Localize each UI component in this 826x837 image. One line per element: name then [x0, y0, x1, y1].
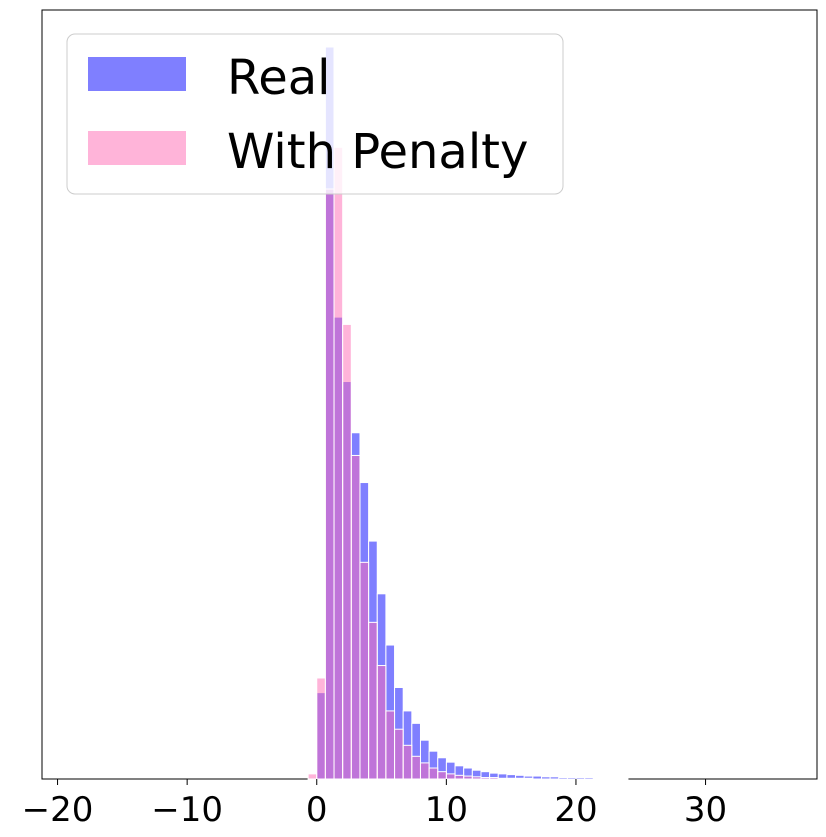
bar-with-penalty-0 — [307, 773, 318, 780]
bar-with-penalty-20 — [480, 777, 491, 780]
legend-label-real: Real — [227, 50, 330, 106]
bar-with-penalty-21 — [489, 777, 499, 780]
bar-with-penalty-22 — [497, 777, 508, 780]
bar-real-32 — [584, 777, 594, 780]
x-tick-label: 30 — [684, 790, 727, 830]
bar-with-penalty-5 — [350, 454, 361, 780]
bar-real-31 — [575, 777, 586, 780]
bar-with-penalty-3 — [333, 146, 344, 780]
bar-with-penalty-6 — [359, 561, 370, 780]
bar-with-penalty-15 — [437, 771, 447, 780]
bar-with-penalty-11 — [402, 744, 413, 780]
bar-with-penalty-12 — [411, 755, 421, 780]
legend-label-with-penalty: With Penalty — [227, 124, 528, 180]
bar-with-penalty-2 — [324, 188, 335, 780]
bar-real-28 — [549, 776, 560, 780]
x-tick-label: 0 — [306, 790, 328, 830]
bar-with-penalty-24 — [515, 777, 525, 780]
bar-real-36 — [618, 777, 629, 780]
x-tick-label: −20 — [22, 790, 94, 830]
bar-real-35 — [610, 777, 620, 780]
bar-with-penalty-1 — [316, 677, 326, 780]
bar-with-penalty-23 — [506, 777, 517, 780]
legend: Real With Penalty — [66, 33, 564, 195]
legend-box — [66, 33, 564, 195]
bar-with-penalty-25 — [523, 777, 534, 780]
bar-real-26 — [532, 775, 542, 780]
bar-with-penalty-18 — [463, 775, 473, 780]
x-tick-label: 10 — [425, 790, 468, 830]
bar-real-29 — [558, 777, 568, 780]
legend-swatch-real — [88, 57, 186, 91]
bar-real-34 — [601, 777, 612, 780]
bar-with-penalty-4 — [342, 323, 352, 780]
bar-with-penalty-10 — [394, 728, 404, 780]
legend-swatch-with-penalty — [88, 131, 186, 165]
bar-with-penalty-7 — [368, 621, 378, 780]
bar-with-penalty-9 — [385, 710, 396, 780]
bar-with-penalty-8 — [376, 665, 387, 780]
x-axis-ticks: −20 −10 0 10 20 30 — [22, 779, 727, 830]
bar-with-penalty-19 — [471, 776, 482, 780]
bar-with-penalty-13 — [419, 762, 430, 780]
bar-real-33 — [592, 777, 603, 780]
x-tick-label: −10 — [151, 790, 223, 830]
bar-with-penalty-16 — [445, 773, 456, 780]
bar-real-30 — [566, 777, 577, 780]
bar-with-penalty-17 — [454, 774, 465, 780]
bar-real-27 — [541, 776, 551, 780]
x-tick-label: 20 — [554, 790, 597, 830]
bar-with-penalty-14 — [428, 767, 439, 780]
bars-layer — [307, 46, 629, 780]
